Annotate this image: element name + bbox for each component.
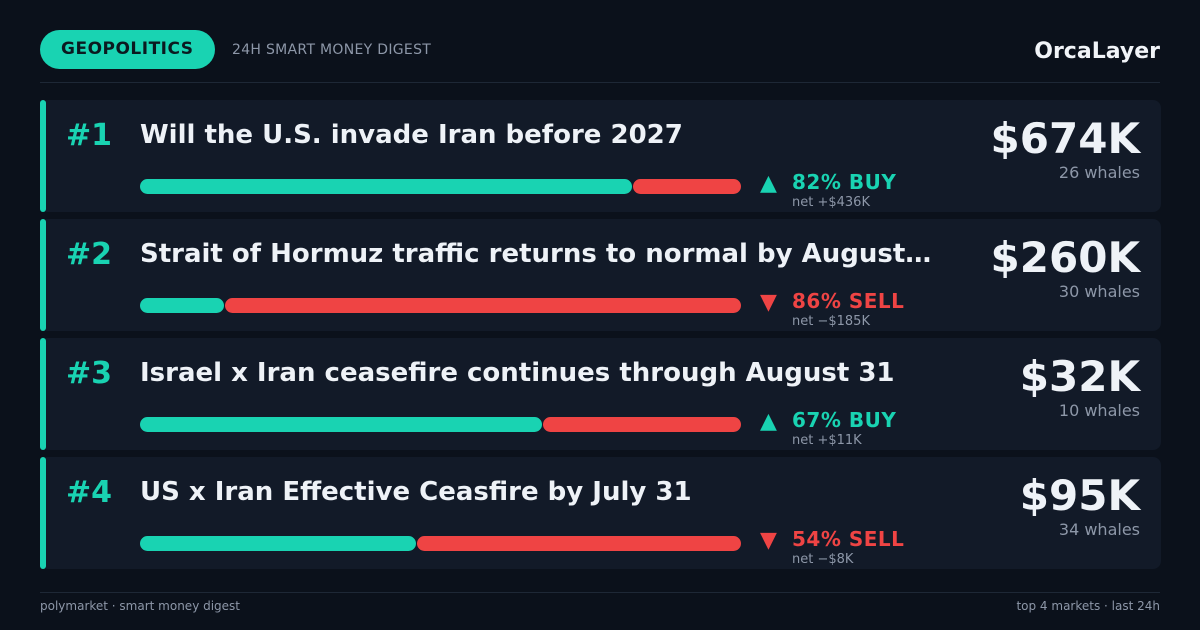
signal-label: 54% SELL — [792, 527, 905, 551]
footer-divider — [40, 592, 1160, 593]
market-title[interactable]: Will the U.S. invade Iran before 2027 — [140, 120, 683, 150]
market-title[interactable]: US x Iran Effective Ceasfire by July 31 — [140, 477, 692, 507]
buy-segment — [140, 298, 224, 313]
net-flow: net −$185K — [792, 314, 870, 329]
category-tag[interactable]: GEOPOLITICS — [40, 30, 215, 69]
market-rank: #3 — [66, 356, 113, 391]
header: GEOPOLITICS 24H SMART MONEY DIGEST OrcaL… — [40, 30, 1160, 70]
market-rank: #4 — [66, 475, 113, 510]
brand-logo: OrcaLayer — [1034, 39, 1160, 64]
market-title[interactable]: Strait of Hormuz traffic returns to norm… — [140, 239, 932, 269]
whale-count: 30 whales — [1058, 282, 1140, 301]
direction-arrow-icon: ▲ — [760, 171, 777, 196]
market-card[interactable]: #2 Strait of Hormuz traffic returns to n… — [40, 219, 1161, 331]
volume-amount: $674K — [990, 114, 1140, 163]
buy-sell-bar — [140, 298, 741, 313]
footer-source: polymarket · smart money digest — [40, 599, 241, 613]
footer-meta: top 4 markets · last 24h — [1016, 599, 1160, 613]
buy-segment — [140, 536, 416, 551]
whale-count: 34 whales — [1058, 520, 1140, 539]
sell-segment — [633, 179, 741, 194]
digest-subtitle: 24H SMART MONEY DIGEST — [232, 42, 432, 58]
sell-segment — [543, 417, 741, 432]
buy-sell-bar — [140, 536, 741, 551]
volume-amount: $260K — [990, 233, 1140, 282]
net-flow: net +$11K — [792, 433, 862, 448]
buy-segment — [140, 179, 632, 194]
card-accent-bar — [40, 338, 46, 450]
direction-arrow-icon: ▼ — [760, 528, 777, 553]
net-flow: net −$8K — [792, 552, 854, 567]
signal-label: 67% BUY — [792, 408, 897, 432]
market-card[interactable]: #3 Israel x Iran ceasefire continues thr… — [40, 338, 1161, 450]
market-rank: #2 — [66, 237, 113, 272]
sell-segment — [417, 536, 741, 551]
volume-amount: $95K — [1019, 471, 1140, 520]
buy-segment — [140, 417, 542, 432]
signal-label: 82% BUY — [792, 170, 897, 194]
card-accent-bar — [40, 219, 46, 331]
volume-amount: $32K — [1019, 352, 1140, 401]
whale-count: 26 whales — [1058, 163, 1140, 182]
card-accent-bar — [40, 457, 46, 569]
whale-count: 10 whales — [1058, 401, 1140, 420]
market-rank: #1 — [66, 118, 113, 153]
signal-label: 86% SELL — [792, 289, 905, 313]
sell-segment — [225, 298, 741, 313]
net-flow: net +$436K — [792, 195, 870, 210]
direction-arrow-icon: ▼ — [760, 290, 777, 315]
direction-arrow-icon: ▲ — [760, 409, 777, 434]
market-title[interactable]: Israel x Iran ceasefire continues throug… — [140, 358, 895, 388]
buy-sell-bar — [140, 417, 741, 432]
market-card[interactable]: #4 US x Iran Effective Ceasfire by July … — [40, 457, 1161, 569]
header-divider — [40, 82, 1160, 83]
card-accent-bar — [40, 100, 46, 212]
market-card[interactable]: #1 Will the U.S. invade Iran before 2027… — [40, 100, 1161, 212]
buy-sell-bar — [140, 179, 741, 194]
